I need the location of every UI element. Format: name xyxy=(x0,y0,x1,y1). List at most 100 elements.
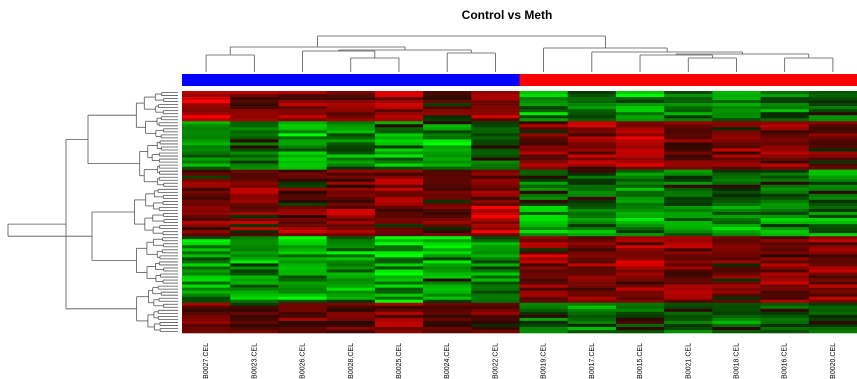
heatmap-cell xyxy=(230,263,279,267)
heatmap-cell xyxy=(374,236,424,240)
heatmap-cell xyxy=(326,224,376,228)
heatmap-cell xyxy=(278,112,328,116)
heatmap-cell xyxy=(182,233,231,237)
heatmap-cell xyxy=(760,269,810,273)
heatmap-cell xyxy=(230,248,279,252)
heatmap-cell xyxy=(423,136,472,140)
heatmap-cell xyxy=(230,175,279,180)
heatmap-cell xyxy=(278,124,328,128)
heatmap-cell xyxy=(423,196,472,201)
heatmap-cell xyxy=(519,221,569,225)
heatmap-cell xyxy=(423,236,472,240)
heatmap-cell xyxy=(664,284,713,288)
heatmap-cell xyxy=(808,166,857,170)
heatmap-cell xyxy=(230,329,279,334)
heatmap-cell xyxy=(182,293,231,297)
heatmap-cell xyxy=(519,142,569,146)
heatmap-cell xyxy=(519,130,569,134)
heatmap-cell xyxy=(615,100,665,104)
heatmap-cell xyxy=(230,106,279,110)
heatmap-cell xyxy=(808,151,857,155)
heatmap-cell xyxy=(326,239,376,243)
heatmap-cell xyxy=(567,163,617,167)
heatmap-cell xyxy=(760,239,810,243)
heatmap-cell xyxy=(182,251,231,255)
heatmap-cell xyxy=(182,163,231,167)
heatmap-cell xyxy=(615,124,665,128)
heatmap-cell xyxy=(326,236,376,240)
heatmap-cell xyxy=(519,199,569,204)
heatmap-cell xyxy=(326,163,376,167)
heatmap-cell xyxy=(615,166,665,170)
heatmap-cell xyxy=(808,145,857,149)
heatmap-cell xyxy=(664,139,713,143)
heatmap-cell xyxy=(326,169,376,173)
heatmap-cell xyxy=(374,254,424,258)
heatmap-cell xyxy=(182,260,231,264)
heatmap-cell xyxy=(278,257,328,261)
heatmap-cell xyxy=(615,151,665,155)
heatmap-cell xyxy=(615,215,665,219)
heatmap-cell xyxy=(567,272,617,276)
heatmap-cell xyxy=(182,302,231,307)
heatmap-cell xyxy=(423,199,472,204)
heatmap-cell xyxy=(615,212,665,216)
heatmap-cell xyxy=(471,215,520,219)
heatmap-cell xyxy=(808,248,857,252)
heatmap-cell xyxy=(808,208,857,213)
heatmap-cell xyxy=(567,145,617,149)
heatmap-cell xyxy=(760,326,810,331)
heatmap-cell xyxy=(567,215,617,219)
heatmap-cell xyxy=(808,193,857,198)
heatmap-cell xyxy=(664,308,713,313)
group-bar-1 xyxy=(519,74,857,86)
heatmap-cell xyxy=(519,133,569,137)
heatmap-cell xyxy=(712,317,761,322)
heatmap-cell xyxy=(808,187,857,192)
heatmap-cell xyxy=(326,112,376,116)
heatmap-cell xyxy=(471,175,520,180)
heatmap-cell xyxy=(326,193,376,198)
heatmap-cell xyxy=(712,296,761,301)
heatmap-cell xyxy=(808,287,857,291)
heatmap-cell xyxy=(519,239,569,243)
heatmap-cell xyxy=(471,224,520,228)
heatmap-cell xyxy=(326,100,376,104)
heatmap-cell xyxy=(423,121,472,125)
heatmap-cell xyxy=(374,218,424,222)
heatmap-cell xyxy=(230,323,279,328)
heatmap-cell xyxy=(664,202,713,207)
heatmap-cell xyxy=(567,227,617,231)
heatmap-cell xyxy=(423,148,472,152)
heatmap-cell xyxy=(423,230,472,234)
heatmap-cell xyxy=(712,91,761,95)
heatmap-cell xyxy=(278,178,328,183)
heatmap-cell xyxy=(182,278,231,282)
heatmap-cell xyxy=(471,103,520,107)
heatmap-cell xyxy=(615,118,665,122)
heatmap-cell xyxy=(374,215,424,219)
heatmap-cell xyxy=(615,139,665,143)
heatmap-cell xyxy=(760,251,810,255)
heatmap-cell xyxy=(760,293,810,297)
heatmap-cell xyxy=(326,91,376,95)
heatmap-cell xyxy=(760,221,810,225)
heatmap-cell xyxy=(760,299,810,304)
heatmap-cell xyxy=(567,329,617,334)
heatmap-cell xyxy=(808,314,857,319)
heatmap-cell xyxy=(374,233,424,237)
heatmap-cell xyxy=(230,257,279,261)
heatmap-cell xyxy=(712,160,761,164)
heatmap-cell xyxy=(519,97,569,101)
heatmap-cell xyxy=(374,266,424,270)
heatmap-cell xyxy=(423,172,472,176)
heatmap-cell xyxy=(326,199,376,204)
heatmap-cell xyxy=(423,212,472,216)
heatmap-cell xyxy=(278,157,328,161)
heatmap-cell xyxy=(471,251,520,255)
heatmap-cell xyxy=(326,251,376,255)
heatmap-cell xyxy=(230,230,279,234)
heatmap-cell xyxy=(760,317,810,322)
heatmap-cell xyxy=(808,269,857,273)
heatmap-cell xyxy=(712,239,761,243)
